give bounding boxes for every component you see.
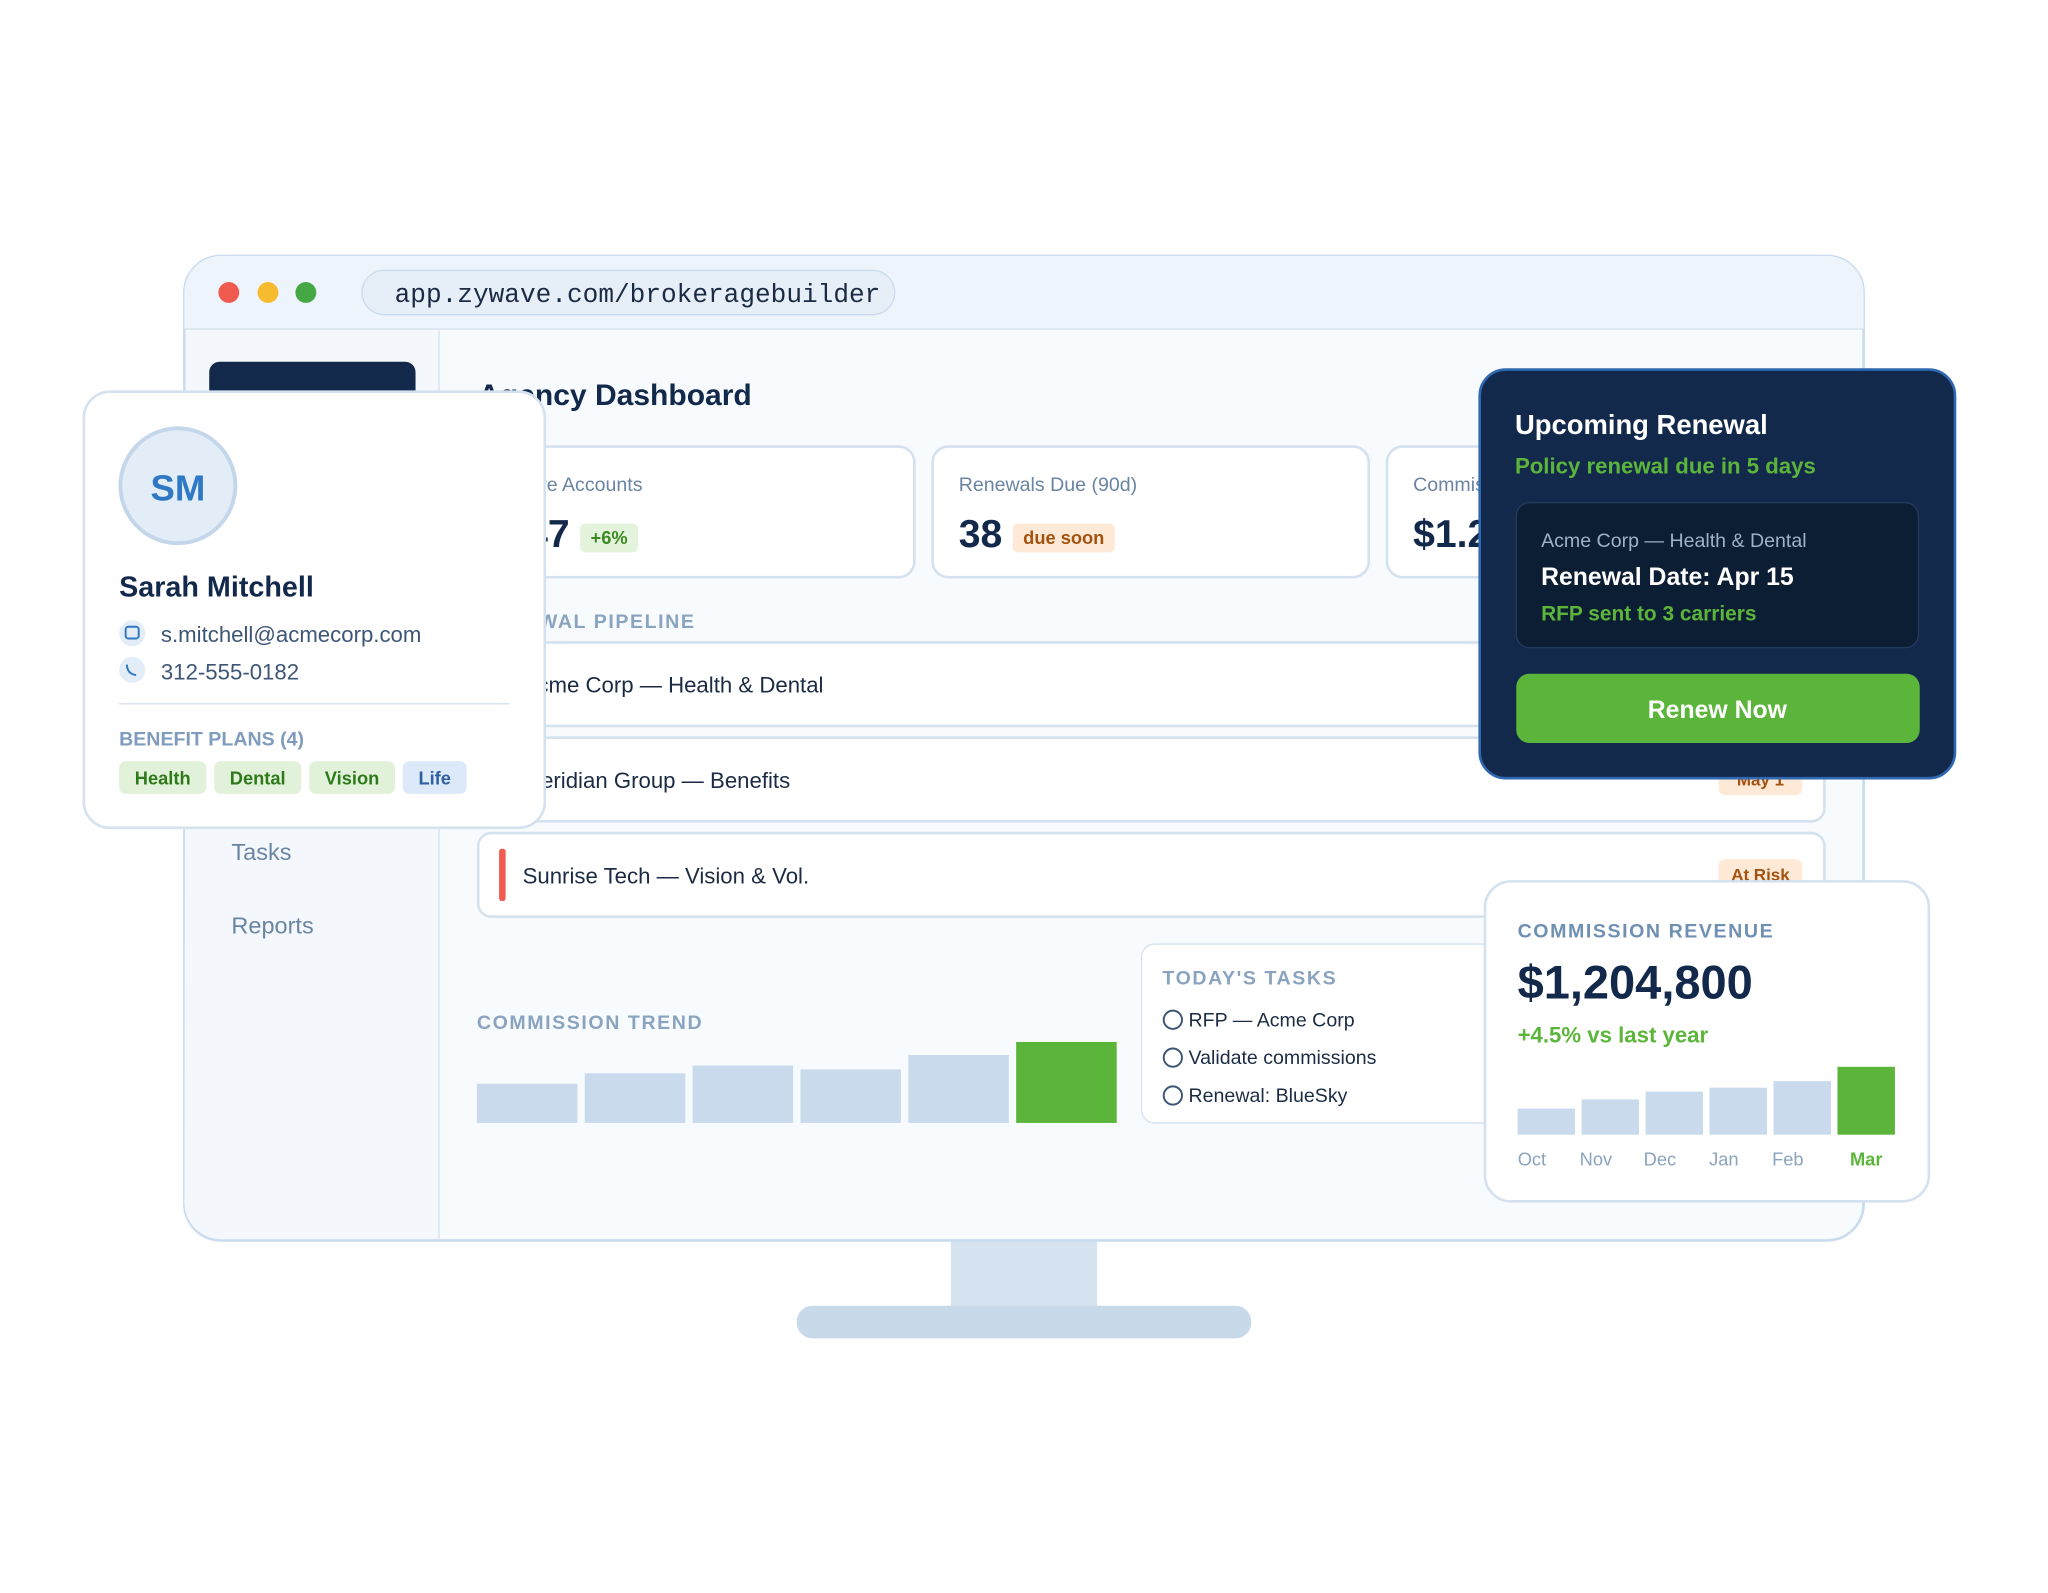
row-accent — [499, 848, 506, 901]
window-dot — [257, 282, 279, 303]
revenue-value: $1,204,800 — [1518, 955, 1753, 1008]
url-bar[interactable] — [361, 269, 896, 316]
row-name: Acme Corp — Health & Dental — [523, 673, 824, 698]
renew-button-label[interactable]: Renew Now — [1648, 697, 1788, 724]
bar — [1517, 1108, 1576, 1135]
task: Validate commissions — [1189, 1047, 1377, 1069]
plan-tag — [309, 761, 395, 794]
checkbox[interactable] — [1162, 1047, 1183, 1068]
stat-label: Renewals Due (90d) — [959, 474, 1137, 496]
bar — [1581, 1099, 1640, 1135]
stat-card — [931, 445, 1371, 579]
renewal-detail — [1515, 502, 1920, 649]
plan-tag — [119, 761, 207, 794]
task: RFP — Acme Corp — [1189, 1009, 1355, 1031]
bar — [1645, 1091, 1703, 1135]
checkbox[interactable] — [1162, 1085, 1183, 1106]
card-title: COMMISSION REVENUE — [1518, 920, 1775, 942]
stand — [950, 1237, 1098, 1311]
initials: SM — [150, 468, 205, 509]
phone: 312-555-0182 — [161, 660, 299, 685]
row-name: Sunrise Tech — Vision & Vol. — [523, 863, 810, 888]
bar — [908, 1055, 1009, 1123]
renewal-title: Upcoming Renewal — [1515, 409, 1768, 440]
plan-tag-label: Life — [418, 767, 450, 788]
name: Sarah Mitchell — [119, 571, 314, 603]
renewal-note: RFP sent to 3 carriers — [1541, 603, 1756, 626]
window-dot — [295, 282, 317, 303]
bar — [1837, 1066, 1895, 1135]
email-icon — [119, 620, 146, 647]
month-label: Dec — [1644, 1149, 1676, 1170]
stat-value: 38 — [959, 513, 1003, 556]
month-label: Feb — [1772, 1149, 1803, 1170]
phone-icon — [119, 656, 146, 683]
stat-badge-label: +6% — [591, 527, 628, 548]
checkbox[interactable] — [1162, 1009, 1183, 1030]
bar — [1773, 1081, 1831, 1135]
phone-icon — [125, 664, 137, 677]
section-title: BENEFIT PLANS (4) — [119, 729, 304, 751]
plan-tag-label: Health — [135, 767, 191, 788]
plan-tag-label: Dental — [230, 767, 286, 788]
revenue-change: +4.5% vs last year — [1518, 1023, 1709, 1048]
renewal-date: Renewal Date: Apr 15 — [1541, 564, 1794, 591]
bar — [1709, 1087, 1767, 1135]
window-dot — [218, 282, 240, 303]
stand-base — [796, 1305, 1252, 1339]
section-title: TODAY'S TASKS — [1162, 967, 1337, 989]
task: Renewal: BlueSky — [1189, 1085, 1348, 1107]
month-label: Oct — [1518, 1149, 1546, 1170]
avatar — [118, 426, 238, 546]
email: s.mitchell@acmecorp.com — [161, 622, 422, 647]
nav-item[interactable]: Reports — [231, 912, 313, 938]
month-label: Mar — [1850, 1149, 1882, 1170]
bar — [476, 1083, 578, 1123]
plan-tag — [214, 761, 302, 794]
month-label: Nov — [1580, 1149, 1613, 1170]
month-label: Jan — [1709, 1149, 1738, 1170]
row-badge-label: At Risk — [1731, 866, 1790, 885]
email-icon — [124, 625, 140, 640]
stat-badge-label: due soon — [1023, 527, 1104, 548]
bar — [800, 1069, 901, 1123]
plan-tag — [402, 761, 467, 794]
row-name: Meridian Group — Benefits — [523, 768, 791, 793]
renewal-account: Acme Corp — Health & Dental — [1541, 530, 1807, 552]
stat-badge — [1012, 523, 1115, 553]
url: app.zywave.com/brokeragebuilder — [395, 280, 881, 310]
bar — [692, 1065, 794, 1123]
renew-button[interactable] — [1516, 673, 1920, 743]
renewal-subtitle: Policy renewal due in 5 days — [1515, 453, 1816, 478]
plan-tag-label: Vision — [325, 767, 379, 788]
bar — [584, 1073, 686, 1123]
stat-badge — [580, 523, 639, 553]
section-title: COMMISSION TREND — [477, 1012, 703, 1034]
bar — [1016, 1041, 1117, 1123]
nav-item[interactable]: Tasks — [231, 839, 291, 865]
